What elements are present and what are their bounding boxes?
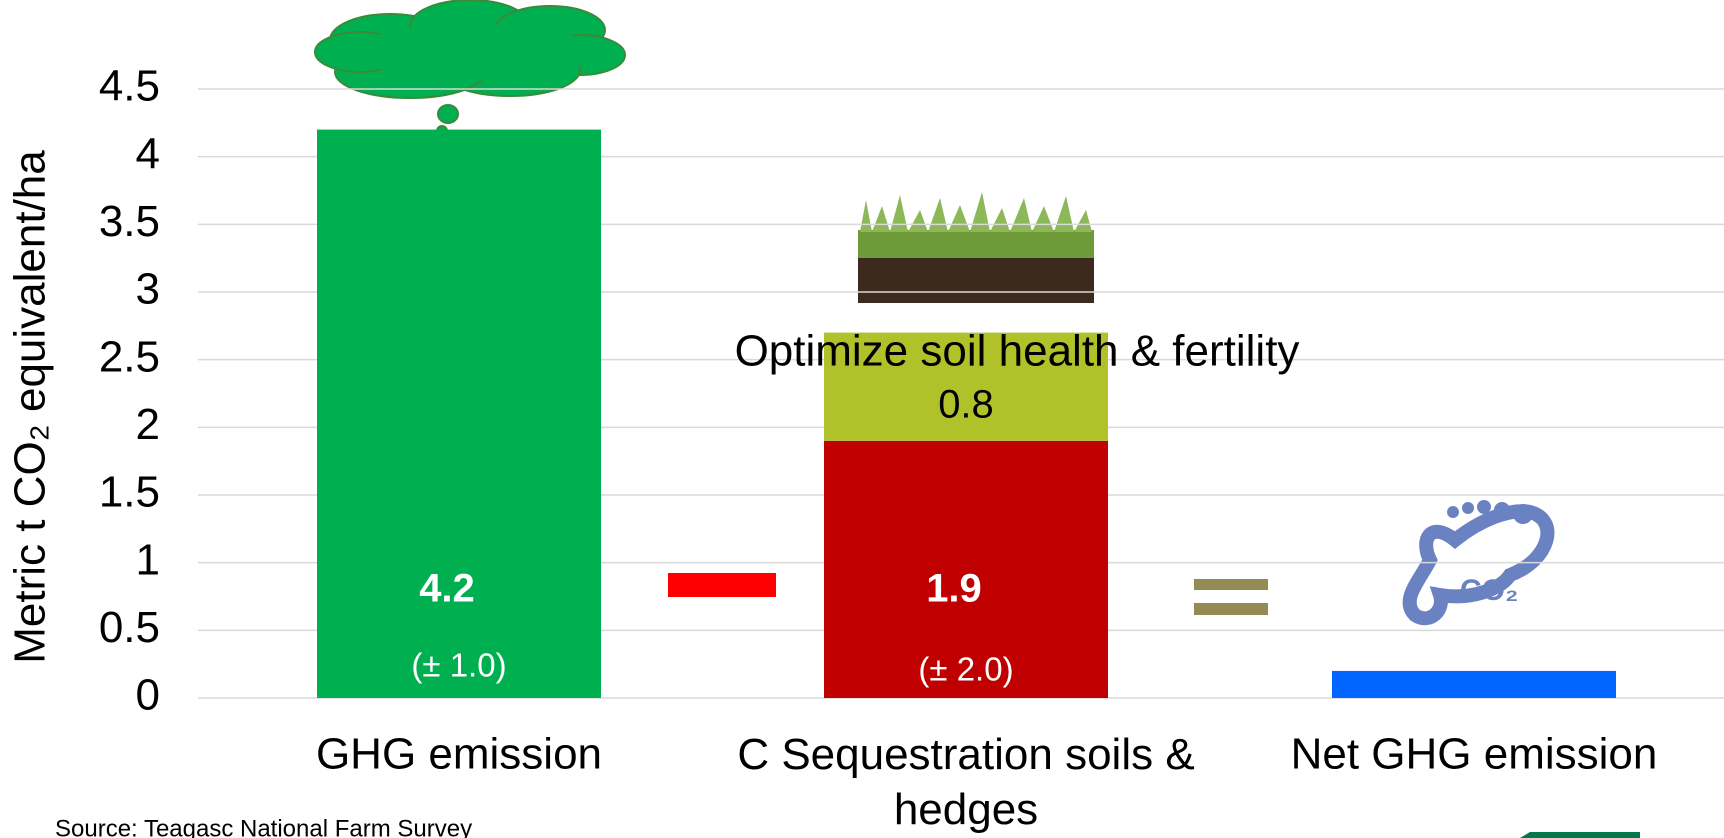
logo <box>1520 832 1640 838</box>
chart: CO₂ Metric t CO₂ equivalent/ha Source: T… <box>0 0 1724 838</box>
y-tick-label: 3 <box>136 265 160 314</box>
x-tick-label: C Sequestration soils &hedges <box>737 730 1194 834</box>
value-label: 1.9 <box>926 567 982 611</box>
y-tick-label: 3.5 <box>99 197 160 246</box>
svg-text:CO₂: CO₂ <box>1460 574 1518 607</box>
y-axis-label: Metric t CO₂ equivalent/ha <box>6 150 55 664</box>
value-label: 0.8 <box>938 382 994 426</box>
grass <box>858 192 1094 303</box>
y-tick-label: 1.5 <box>99 468 160 517</box>
y-tick-label: 0.5 <box>99 603 160 652</box>
equals-sign <box>1194 579 1268 615</box>
source-note: Source: Teagasc National Farm Survey <box>55 815 472 838</box>
y-tick-label: 4 <box>136 129 160 178</box>
bar-segment <box>317 130 601 698</box>
value-label: 4.2 <box>419 567 475 611</box>
y-tick-label: 1 <box>136 535 160 584</box>
error-label: (± 1.0) <box>411 647 506 684</box>
minus-sign <box>668 573 776 597</box>
bar-segment <box>1332 671 1616 698</box>
y-tick-label: 2 <box>136 400 160 449</box>
annotation: Optimize soil health & fertility <box>735 327 1300 376</box>
y-tick-label: 2.5 <box>99 332 160 381</box>
x-tick-label: GHG emission <box>316 730 602 779</box>
y-tick-label: 4.5 <box>99 62 160 111</box>
x-tick-label: Net GHG emission <box>1291 730 1658 779</box>
cloud <box>315 0 625 136</box>
y-tick-label: 0 <box>136 671 160 720</box>
error-label: (± 2.0) <box>918 651 1013 688</box>
co2-footprint: CO₂ <box>1410 500 1548 618</box>
